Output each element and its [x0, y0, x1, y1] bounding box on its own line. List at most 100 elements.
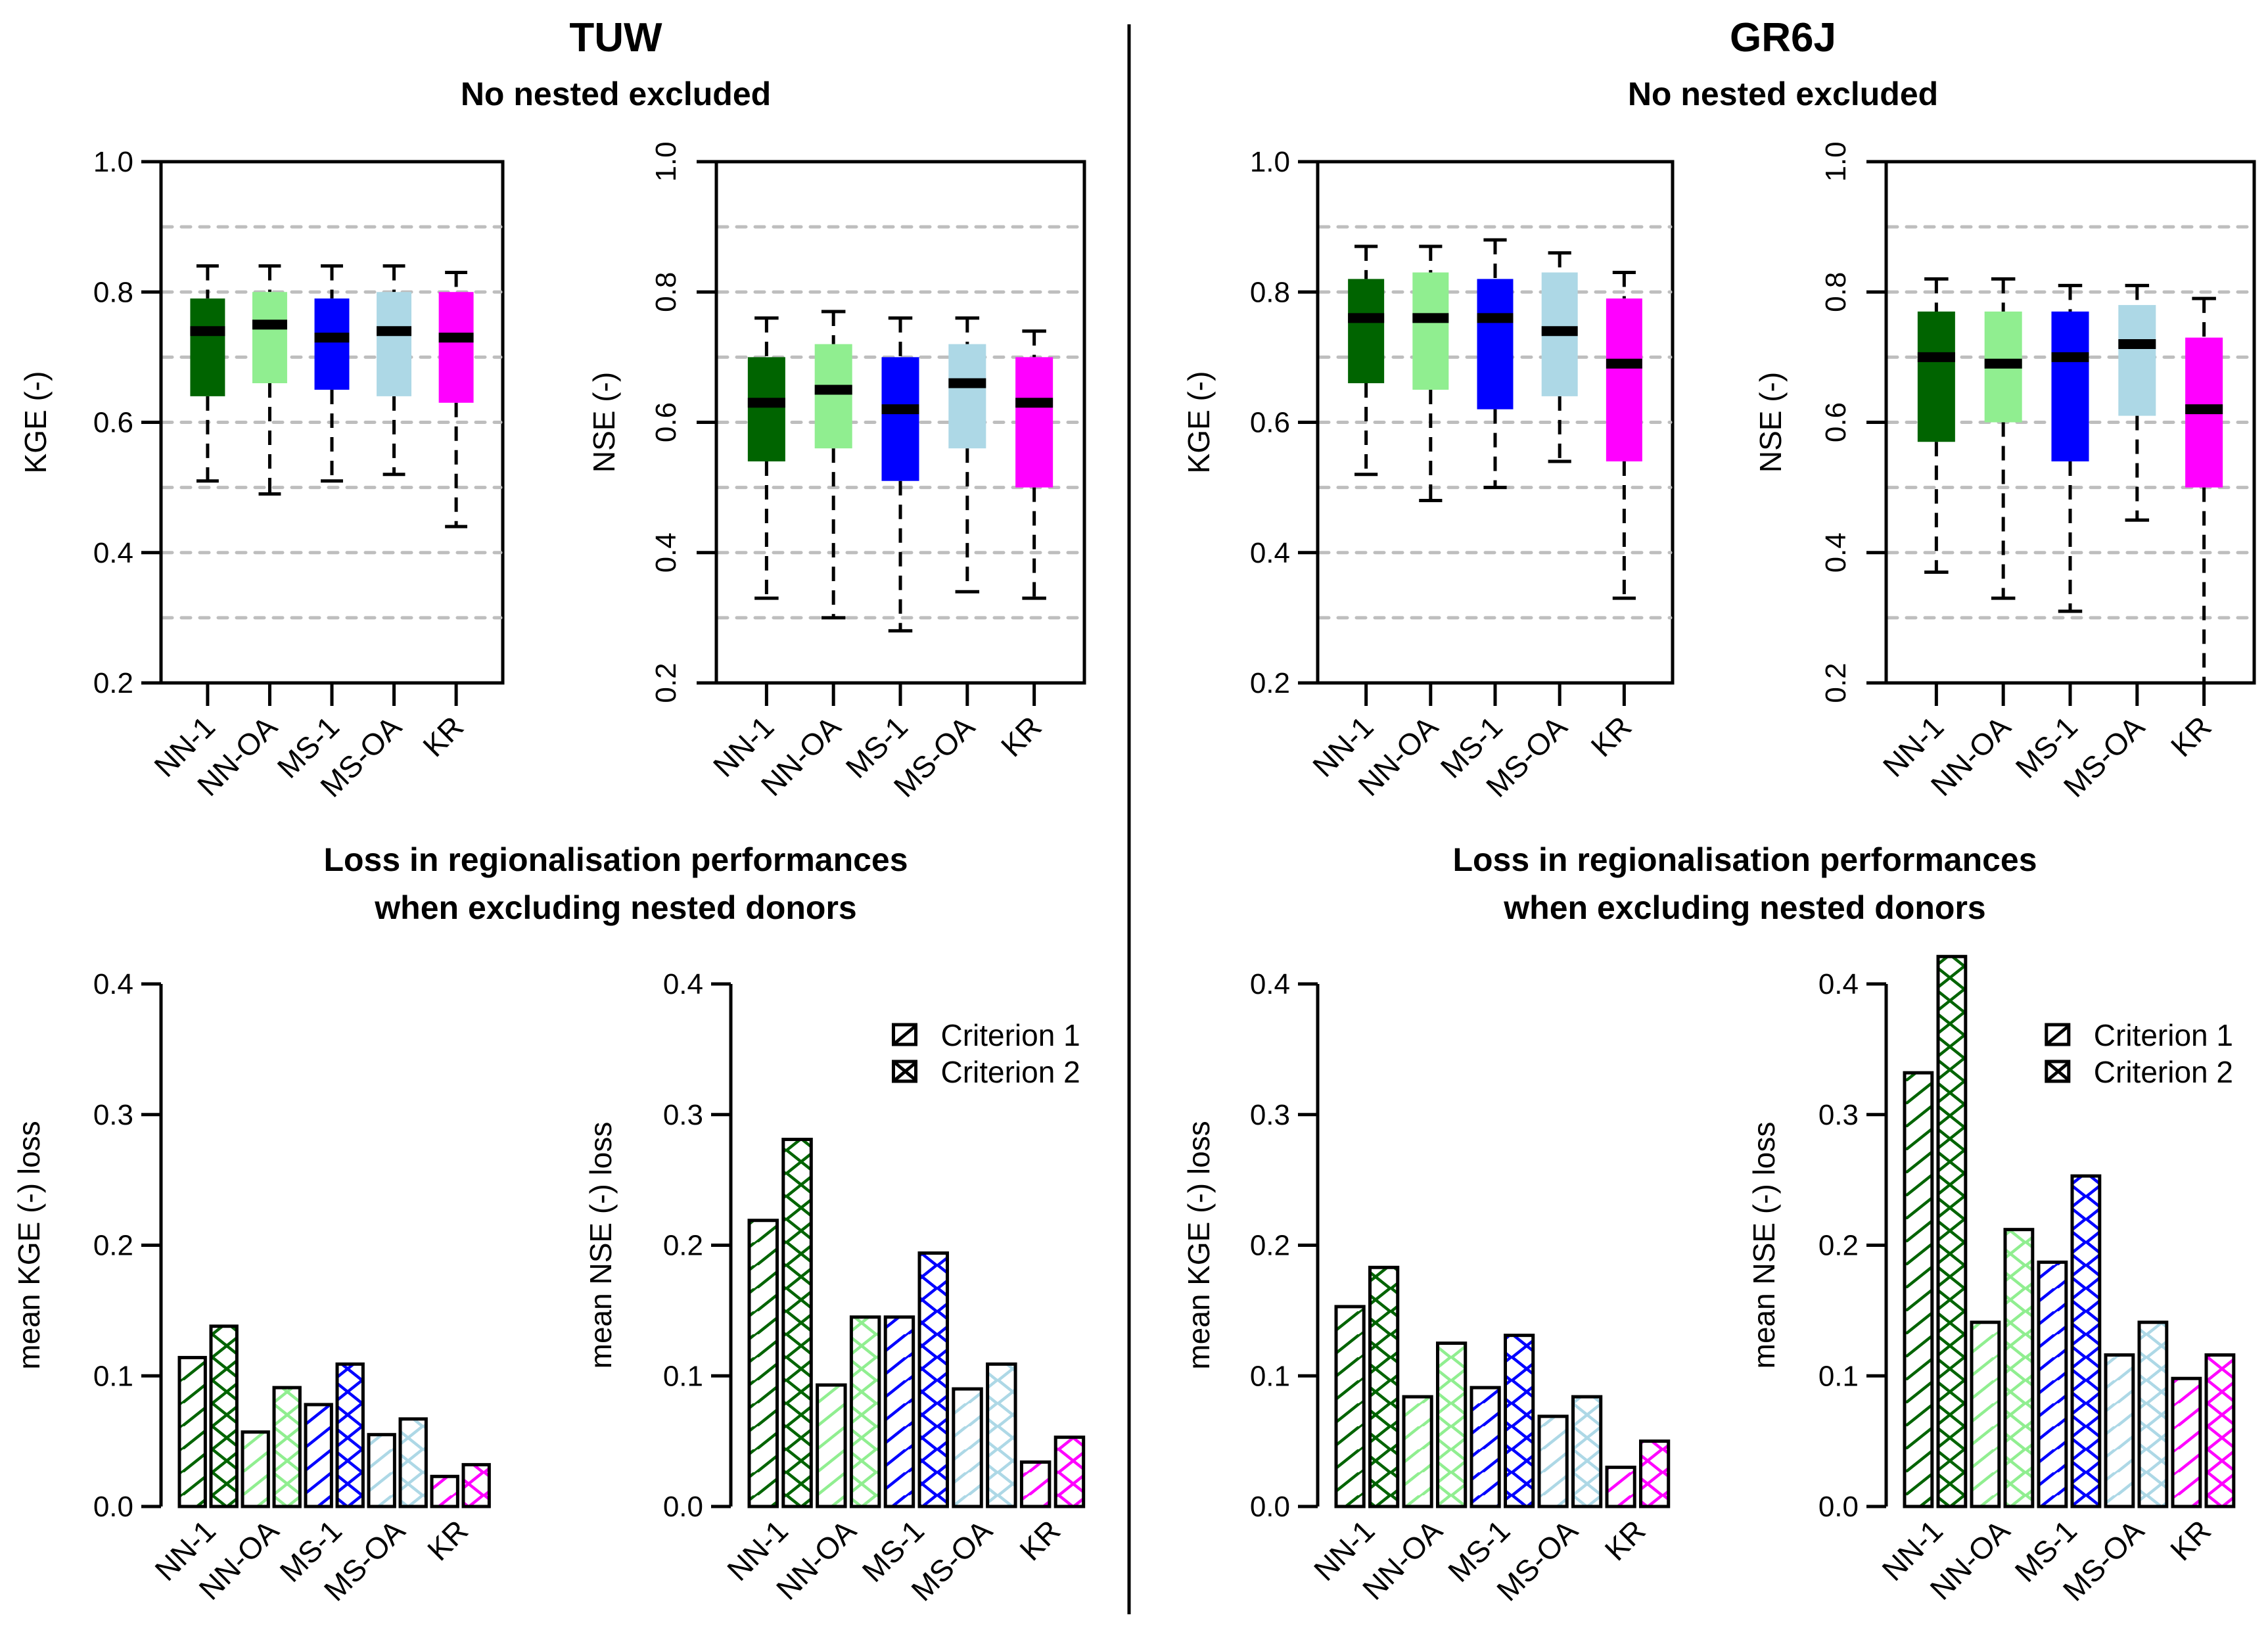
- right-bottom-title-line1: Loss in regionalisation performances: [1452, 841, 2037, 878]
- tuw-nse-box-y-axis-label: NSE (-): [587, 372, 621, 473]
- gr6j-nse-loss-bar-MS-OA-1: [2104, 1353, 2135, 1508]
- gr6j-nse-loss-bar-MS-OA-2: [2137, 1320, 2169, 1508]
- gr6j-kge-loss-y-axis-label: mean KGE (-) loss: [1182, 1121, 1216, 1369]
- gr6j-kge-loss-bar-NN-OA-1: [1402, 1395, 1433, 1508]
- tuw-nse-loss-bar-MS-OA-1: [952, 1387, 983, 1508]
- gr6j-kge-loss-bar-NN-1-2: [1368, 1265, 1400, 1508]
- box-iqr: [252, 292, 287, 384]
- gr6j-kge-box-y-tick-label: 0.8: [1250, 276, 1290, 308]
- gr6j-nse-loss-y-axis-label: mean NSE (-) loss: [1747, 1122, 1781, 1369]
- gr6j-kge-loss-bar-NN-OA-2: [1436, 1342, 1468, 1508]
- tuw-kge-box-y-tick-label: 0.2: [93, 667, 133, 699]
- gr6j-nse-loss-bar-NN-OA-2: [2003, 1228, 2035, 1508]
- gr6j-nse-loss-bar-NN-1-2: [1936, 954, 1968, 1508]
- gr6j-kge-box-x-tick-label: KR: [1584, 709, 1638, 763]
- tuw-kge-loss-y-tick-label: 0.0: [93, 1491, 133, 1523]
- box-iqr: [1477, 279, 1514, 409]
- gr6j-kge-loss-bar-MS-OA-1: [1537, 1414, 1569, 1508]
- tuw-kge-loss-bar-KR-1: [430, 1474, 459, 1508]
- gr6j-kge-loss-y-tick-label: 0.2: [1250, 1230, 1290, 1262]
- tuw-nse-loss-y-axis: 0.0 0.1 0.2 0.3 0.4 mean NSE (-) loss: [584, 968, 733, 1523]
- tuw-nse-loss-y-tick-label: 0.4: [663, 968, 703, 1000]
- tuw-nse-box-y-tick-label: 1.0: [650, 141, 682, 181]
- tuw-nse-loss-bar-NN-1-1: [747, 1219, 779, 1508]
- tuw-kge-box-box-MS-OA: [377, 264, 412, 477]
- gr6j-nse-box-box-MS-1: [2051, 283, 2089, 613]
- legend-label: Criterion 1: [2094, 1018, 2233, 1052]
- gr6j-kge-loss-bar-MS-1-1: [1470, 1386, 1501, 1508]
- gr6j-nse-box-y-tick-label: 0.8: [1820, 272, 1852, 312]
- gr6j-kge-box-box-MS-1: [1477, 238, 1514, 490]
- gr6j-kge-loss-bar-MS-OA-2: [1571, 1395, 1603, 1508]
- box-iqr: [881, 357, 919, 481]
- tuw-nse-loss-y-axis-label: mean NSE (-) loss: [584, 1122, 618, 1369]
- gr6j-nse-loss-y-tick-label: 0.4: [1818, 968, 1859, 1000]
- box-iqr: [814, 344, 852, 449]
- gr6j-kge-loss-y-tick-label: 0.3: [1250, 1099, 1290, 1131]
- tuw-kge-loss-bar-NN-OA-2: [272, 1386, 302, 1508]
- tuw-kge-box-box-KR: [438, 271, 474, 528]
- tuw-kge-loss-bar-NN-1-1: [177, 1355, 207, 1508]
- tuw-kge-box-box-NN-1: [190, 264, 225, 483]
- gr6j-kge-loss-y-tick-label: 0.4: [1250, 968, 1290, 1000]
- box-iqr: [948, 344, 986, 449]
- box-iqr: [438, 292, 474, 403]
- gr6j-nse-box-box-KR: [2185, 296, 2223, 685]
- gr6j-nse-box-y-tick-label: 0.6: [1820, 402, 1852, 442]
- gr6j-kge-loss-y-tick-label: 0.0: [1250, 1491, 1290, 1523]
- legend-swatch-crosshatch: [891, 1060, 917, 1083]
- legend-swatch-diagonal: [2045, 1023, 2071, 1046]
- tuw-nse-box-y-tick-label: 0.8: [650, 272, 682, 312]
- tuw-kge-box-y-tick-label: 0.4: [93, 537, 133, 569]
- tuw-kge-loss-y-axis: 0.0 0.1 0.2 0.3 0.4 mean KGE (-) loss: [12, 968, 163, 1523]
- right-model-title: GR6J: [1730, 15, 1836, 60]
- gr6j-nse-loss-y-tick-label: 0.0: [1818, 1491, 1859, 1523]
- legend-swatch-crosshatch: [2045, 1060, 2071, 1083]
- tuw-nse-box-box-MS-OA: [948, 316, 986, 594]
- box-iqr: [747, 357, 785, 461]
- box-iqr: [190, 298, 225, 396]
- tuw-nse-box-box-MS-1: [881, 316, 919, 633]
- gr6j-nse-loss-x-tick-label: KR: [2164, 1513, 2217, 1567]
- left-bottom-title-line1: Loss in regionalisation performances: [323, 841, 908, 878]
- legend-label: Criterion 1: [940, 1018, 1080, 1052]
- tuw-kge-loss-y-axis-label: mean KGE (-) loss: [12, 1121, 46, 1369]
- tuw-kge-box-y-tick-label: 0.8: [93, 276, 133, 308]
- gr6j-kge-loss-bar-KR-1: [1605, 1465, 1636, 1508]
- tuw-nse-loss-x-tick-label: KR: [1013, 1513, 1067, 1567]
- tuw-nse-loss-bar-MS-1-2: [917, 1251, 949, 1508]
- gr6j-nse-box-box-NN-1: [1917, 277, 1955, 574]
- gr6j-nse-box-y-tick-label: 1.0: [1820, 141, 1852, 181]
- tuw-nse-loss-bar-MS-OA-2: [986, 1362, 1017, 1508]
- gr6j-nse-loss-y-tick-label: 0.2: [1818, 1230, 1859, 1262]
- tuw-kge-box-y-axis: 0.2 0.4 0.6 0.8 1.0 KGE (-): [18, 146, 163, 699]
- tuw-kge-loss-y-tick-label: 0.2: [93, 1230, 133, 1262]
- tuw-kge-loss-y-tick-label: 0.1: [93, 1360, 133, 1392]
- tuw-nse-loss-bar-NN-OA-1: [816, 1383, 847, 1508]
- gr6j-kge-box-y-axis: 0.2 0.4 0.6 0.8 1.0 KGE (-): [1182, 146, 1320, 699]
- box-iqr: [2051, 311, 2089, 461]
- gr6j-kge-box-box-NN-OA: [1412, 245, 1449, 502]
- left-model-title: TUW: [569, 15, 662, 60]
- tuw-nse-box-y-axis: 0.2 0.4 0.6 0.8 1.0 NSE (-): [587, 141, 718, 703]
- gr6j-nse-loss-bar-KR-2: [2204, 1353, 2236, 1508]
- tuw-nse-box-y-tick-label: 0.6: [650, 402, 682, 442]
- box-iqr: [2118, 305, 2156, 416]
- gr6j-kge-loss-bar-MS-1-2: [1504, 1334, 1535, 1508]
- tuw-kge-loss-bar-MS-OA-2: [398, 1417, 428, 1508]
- tuw-nse-box-x-tick-label: KR: [994, 709, 1048, 763]
- tuw-nse-loss-bar-NN-1-2: [781, 1138, 813, 1508]
- right-bottom-title-line2: when excluding nested donors: [1503, 889, 1985, 926]
- tuw-nse-loss-y-tick-label: 0.2: [663, 1230, 703, 1262]
- tuw-kge-box-x-tick-label: KR: [416, 709, 470, 763]
- gr6j-nse-box-y-axis: 0.2 0.4 0.6 0.8 1.0 NSE (-): [1753, 141, 1888, 703]
- gr6j-kge-box-y-tick-label: 1.0: [1250, 146, 1290, 178]
- gr6j-nse-loss-bar-NN-OA-1: [1970, 1320, 2001, 1508]
- gr6j-nse-box-y-tick-label: 0.4: [1820, 532, 1852, 572]
- tuw-kge-box-y-tick-label: 1.0: [93, 146, 133, 178]
- tuw-nse-loss-bar-NN-OA-2: [849, 1315, 881, 1508]
- gr6j-kge-box-box-MS-OA: [1541, 251, 1578, 463]
- left-bottom-title-line2: when excluding nested donors: [374, 889, 856, 926]
